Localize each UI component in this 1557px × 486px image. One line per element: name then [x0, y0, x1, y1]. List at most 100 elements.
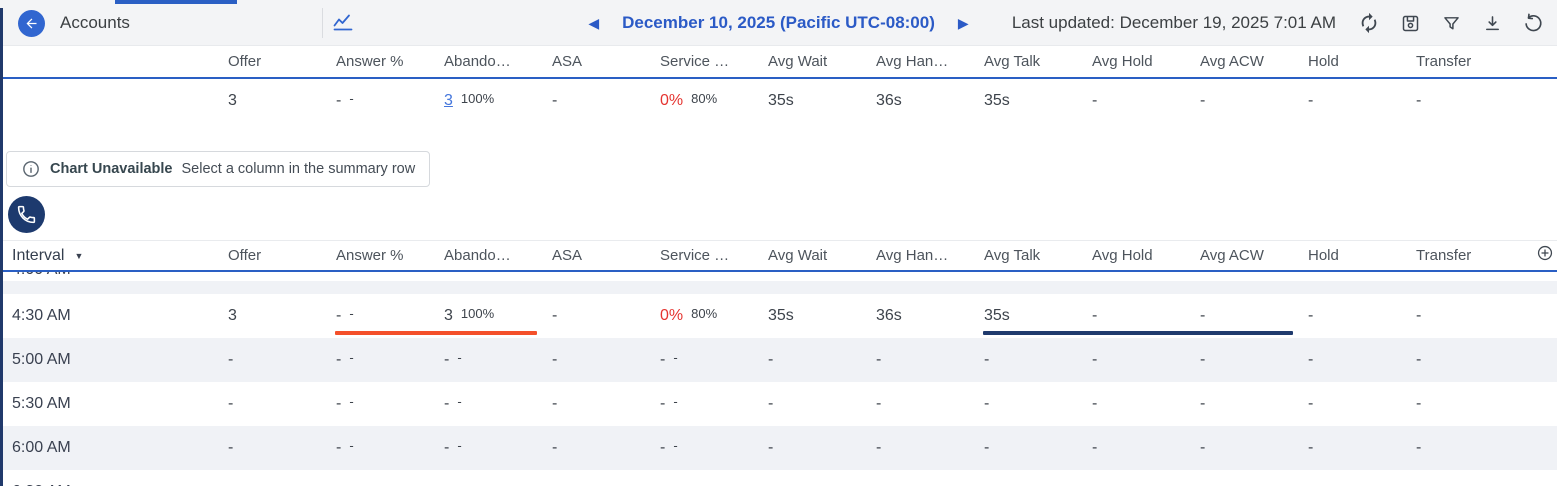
metric-value: -	[1200, 351, 1206, 368]
metric-cell[interactable]: 3 100%	[441, 90, 549, 110]
top-toolbar: Accounts ◀ December 10, 2025 (Pacific UT…	[0, 0, 1557, 46]
column-header-avg-acw[interactable]: Avg ACW	[1200, 53, 1264, 70]
metric-sub-value: 80%	[691, 90, 718, 106]
metric-cell[interactable]: 3	[225, 92, 333, 110]
metric-cell: -	[549, 307, 657, 325]
metric-cell[interactable]: 36s	[873, 92, 981, 110]
metric-cell[interactable]: -	[1089, 92, 1197, 110]
interval-header-label: Interval	[12, 246, 65, 264]
partial-top-row-band	[0, 281, 1557, 294]
pane-edge	[0, 8, 3, 486]
metric-value: -	[768, 395, 774, 412]
metric-cell[interactable]: -	[1197, 92, 1305, 110]
column-header-avg-talk[interactable]: Avg Talk	[984, 247, 1041, 264]
metric-cell[interactable]: 35s	[765, 92, 873, 110]
metric-cell: --	[657, 350, 765, 369]
metric-cell[interactable]: 0% 80%	[657, 90, 765, 110]
column-header-avg-hold[interactable]: Avg Hold	[1092, 247, 1153, 264]
interval-row[interactable]: 6:00 AM - - - - - - - - - - - - - - -	[0, 426, 1557, 470]
metric-cell[interactable]: -	[549, 92, 657, 110]
metric-value: -	[444, 351, 450, 368]
metric-cell: -	[549, 395, 657, 413]
metric-value: -	[768, 351, 774, 368]
column-header-service[interactable]: Service …	[660, 53, 730, 70]
interval-row[interactable]: 4:30 AM 3- -3 100% -0% 80% 35s 36s 35s - - - -	[0, 294, 1557, 338]
chart-view-button[interactable]	[330, 11, 356, 37]
column-header-asa[interactable]: ASA	[552, 247, 583, 264]
interval-row-label: 5:30 AM	[12, 395, 71, 412]
download-icon	[1485, 15, 1499, 30]
column-header-avg-hold[interactable]: Avg Hold	[1092, 53, 1153, 70]
sort-descending-icon[interactable]: ▼	[74, 250, 84, 261]
column-header-asa[interactable]: ASA	[552, 53, 583, 70]
metric-cell: -	[765, 395, 873, 413]
column-header-avg-han[interactable]: Avg Han…	[876, 53, 949, 70]
metric-cell: -	[549, 351, 657, 369]
column-header-hold[interactable]: Hold	[1308, 53, 1339, 70]
interval-row[interactable]: 5:00 AM - - - - - - - - - - - - - - -	[0, 338, 1557, 382]
column-header-abando[interactable]: Abando…	[444, 53, 511, 70]
column-header-hold[interactable]: Hold	[1308, 247, 1339, 264]
metric-value: -	[660, 395, 666, 412]
metric-sub-value: -	[673, 438, 678, 453]
metric-value: -	[1308, 351, 1314, 368]
interval-row[interactable]: 5:30 AM - - - - - - - - - - - - - - -	[0, 382, 1557, 426]
column-selection-indicator	[335, 331, 537, 335]
refresh-button[interactable]	[1357, 11, 1381, 35]
column-header-abando[interactable]: Abando…	[444, 247, 511, 264]
column-header-offer[interactable]: Offer	[228, 247, 262, 264]
phone-icon	[17, 205, 36, 224]
metric-value: -	[336, 307, 342, 324]
metric-cell: -	[1413, 395, 1521, 413]
metric-value: -	[444, 439, 450, 456]
download-button[interactable]	[1480, 11, 1504, 35]
back-button[interactable]	[18, 9, 45, 37]
column-header-answer[interactable]: Answer %	[336, 53, 404, 70]
column-header-avg-han[interactable]: Avg Han…	[876, 247, 949, 264]
metric-cell: --	[441, 438, 549, 457]
voice-channel-button[interactable]	[8, 196, 45, 233]
date-label[interactable]: December 10, 2025 (Pacific UTC-08:00)	[622, 12, 935, 32]
metric-value: -	[660, 439, 666, 456]
metric-sub-value: -	[349, 90, 354, 106]
metric-value: -	[1416, 307, 1422, 324]
column-header-offer[interactable]: Offer	[228, 53, 262, 70]
metric-sub-value: -	[349, 350, 354, 365]
notice-message: Select a column in the summary row	[181, 161, 416, 177]
metric-value: 35s	[768, 307, 794, 324]
column-header-avg-wait[interactable]: Avg Wait	[768, 247, 828, 264]
column-header-transfer[interactable]: Transfer	[1416, 247, 1472, 264]
arrow-left-icon	[26, 18, 37, 28]
metric-cell: -	[225, 439, 333, 457]
next-day-button[interactable]: ▶	[957, 14, 969, 31]
column-header-avg-wait[interactable]: Avg Wait	[768, 53, 828, 70]
interval-column-header[interactable]: Interval ▼	[0, 247, 225, 265]
column-header-avg-acw[interactable]: Avg ACW	[1200, 247, 1264, 264]
restore-button[interactable]	[1521, 11, 1545, 35]
topbar-left: Accounts	[18, 0, 130, 46]
metric-cell: -	[765, 439, 873, 457]
metric-cell[interactable]: 35s	[981, 92, 1089, 110]
metric-cell[interactable]: -	[1413, 92, 1521, 110]
metric-value: 35s	[768, 91, 794, 109]
metric-value: -	[1416, 351, 1422, 368]
add-column-button[interactable]	[1535, 244, 1555, 264]
filter-button[interactable]	[1439, 11, 1463, 35]
metric-value: -	[984, 351, 990, 368]
metric-cell: --	[657, 394, 765, 413]
column-selection-indicator	[983, 331, 1293, 335]
metric-cell[interactable]: -	[1305, 92, 1413, 110]
last-updated-text: Last updated: December 19, 2025 7:01 AM	[1011, 13, 1336, 32]
interval-row-label: 4:30 AM	[12, 307, 71, 324]
column-header-service[interactable]: Service …	[660, 247, 730, 264]
abandoned-count-link[interactable]: 3	[444, 91, 453, 109]
column-header-answer[interactable]: Answer %	[336, 247, 404, 264]
column-header-transfer[interactable]: Transfer	[1416, 53, 1472, 70]
previous-day-button[interactable]: ◀	[588, 14, 600, 31]
metric-cell[interactable]: --	[333, 90, 441, 110]
save-button[interactable]	[1398, 11, 1422, 35]
metric-sub-value: 100%	[460, 306, 495, 321]
metric-cell: 0% 80%	[657, 306, 765, 325]
metric-sub-value: 100%	[460, 90, 495, 106]
column-header-avg-talk[interactable]: Avg Talk	[984, 53, 1041, 70]
